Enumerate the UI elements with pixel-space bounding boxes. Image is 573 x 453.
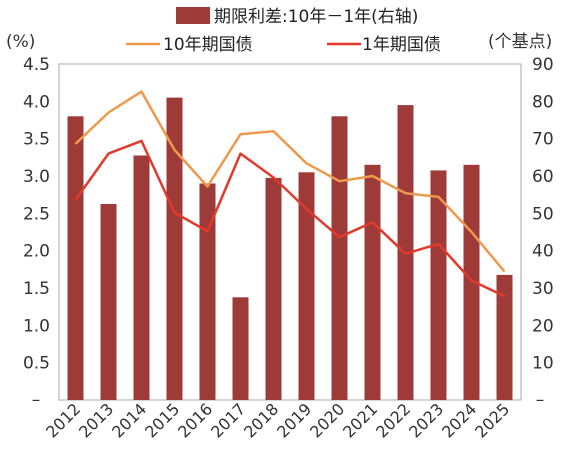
x-tick-label: 2021: [339, 399, 381, 441]
bar-2023: [430, 170, 447, 400]
left-tick-label: 4.0: [23, 92, 50, 112]
x-tick-label: 2020: [306, 399, 348, 441]
plot-area: [58, 63, 522, 401]
left-tick-label: 3.0: [23, 167, 50, 187]
x-tick-label: 2025: [471, 399, 513, 441]
left-tick-label: 2.5: [23, 204, 50, 224]
x-tick-label: 2014: [108, 399, 150, 441]
x-tick-label: 2016: [174, 399, 216, 441]
right-tick-zero: –: [536, 390, 545, 410]
x-tick-label: 2019: [273, 399, 315, 441]
left-tick-label: 1.0: [23, 316, 50, 336]
line-series: [74, 90, 506, 298]
right-tick-label: 20: [532, 316, 554, 336]
legend-label-spread: 期限利差:10年－1年(右轴): [214, 7, 418, 27]
x-tick-label: 2018: [240, 399, 282, 441]
x-tick-label: 2013: [75, 399, 117, 441]
bar-2016: [199, 183, 216, 400]
bar-2025: [496, 274, 513, 400]
x-tick-label: 2012: [42, 399, 84, 441]
x-axis-ticks: 2012201320142015201620172018201920202021…: [42, 399, 513, 441]
left-tick-label: 4.5: [23, 55, 50, 75]
right-tick-label: 30: [532, 279, 554, 299]
bar-2019: [298, 172, 315, 400]
left-axis-ticks: 0.5 1.0 1.5 2.0 2.5 3.0 3.5 4.0 4.5 –: [23, 55, 50, 410]
line-1y-bond: [74, 139, 506, 298]
left-tick-label: 2.0: [23, 242, 50, 262]
bar-2021: [364, 164, 381, 400]
left-tick-zero: –: [32, 390, 41, 410]
bar-2013: [100, 204, 117, 400]
left-tick-label: 1.5: [23, 279, 50, 299]
right-tick-label: 70: [532, 130, 554, 150]
right-axis-unit: (个基点): [488, 32, 552, 52]
right-tick-label: 10: [532, 354, 554, 374]
bar-2015: [166, 97, 183, 400]
x-tick-label: 2023: [405, 399, 447, 441]
x-tick-label: 2024: [438, 399, 480, 441]
legend-label-1y: 1年期国债: [362, 35, 441, 55]
bar-2018: [265, 177, 282, 400]
right-tick-label: 40: [532, 242, 554, 262]
x-tick-label: 2022: [372, 399, 414, 441]
line-10y-bond: [74, 90, 506, 273]
bar-2014: [133, 155, 150, 400]
x-tick-label: 2015: [141, 399, 183, 441]
right-axis-ticks: 10 20 30 40 50 60 70 80 90 –: [532, 55, 554, 410]
legend-label-10y: 10年期国债: [163, 35, 253, 55]
right-tick-label: 60: [532, 167, 554, 187]
bar-2017: [232, 297, 249, 400]
right-tick-label: 50: [532, 204, 554, 224]
right-tick-label: 90: [532, 55, 554, 75]
x-tick-label: 2017: [207, 399, 249, 441]
right-tick-label: 80: [532, 92, 554, 112]
legend: 期限利差:10年－1年(右轴) 10年期国债 1年期国债: [126, 7, 441, 55]
bar-2012: [67, 116, 84, 401]
left-axis-unit: (%): [6, 32, 35, 52]
legend-swatch-spread: [176, 7, 210, 24]
bar-2024: [463, 164, 480, 400]
left-tick-label: 3.5: [23, 130, 50, 150]
left-tick-label: 0.5: [23, 354, 50, 374]
bar-2020: [331, 116, 348, 401]
